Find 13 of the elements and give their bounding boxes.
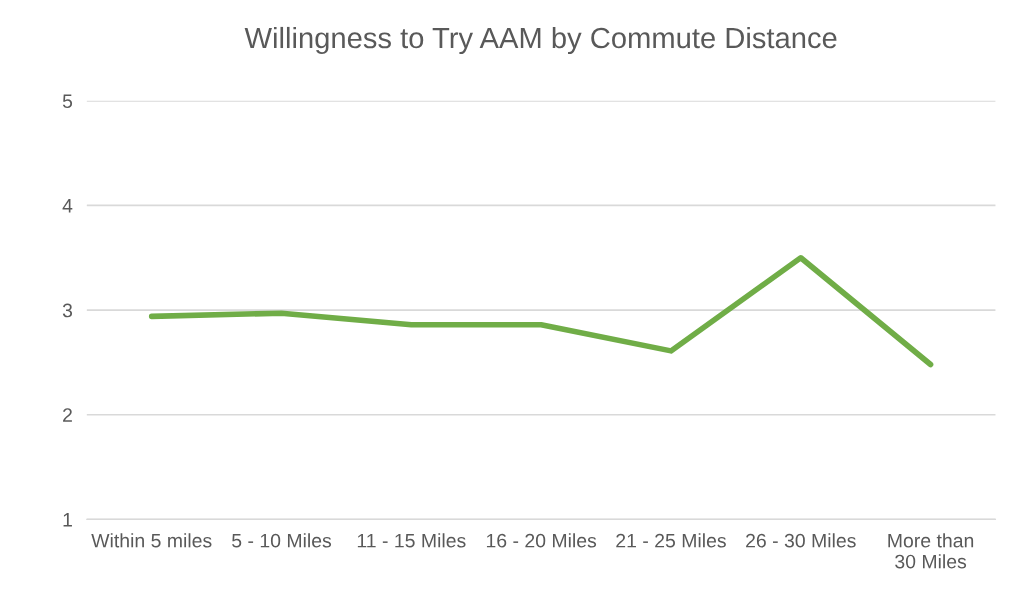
chart-title: Willingness to Try AAM by Commute Distance: [244, 26, 837, 55]
x-tick-label: Within 5 miles: [91, 533, 212, 548]
x-tick-label: More than 30 Miles: [888, 533, 974, 569]
x-tick-label: 11 - 15 Miles: [357, 533, 466, 548]
y-tick-label: 1: [63, 513, 72, 527]
x-tick-label: 26 - 30 Miles: [746, 533, 856, 548]
y-tick-label: 4: [62, 199, 73, 213]
x-tick-label: 5 - 10 Miles: [232, 533, 332, 548]
x-tick-label: 21 - 25 Miles: [616, 533, 726, 548]
y-tick-label: 3: [62, 303, 73, 318]
y-tick-label: 5: [62, 94, 73, 109]
x-tick-label: 16 - 20 Miles: [486, 533, 597, 548]
y-tick-label: 2: [63, 408, 72, 422]
